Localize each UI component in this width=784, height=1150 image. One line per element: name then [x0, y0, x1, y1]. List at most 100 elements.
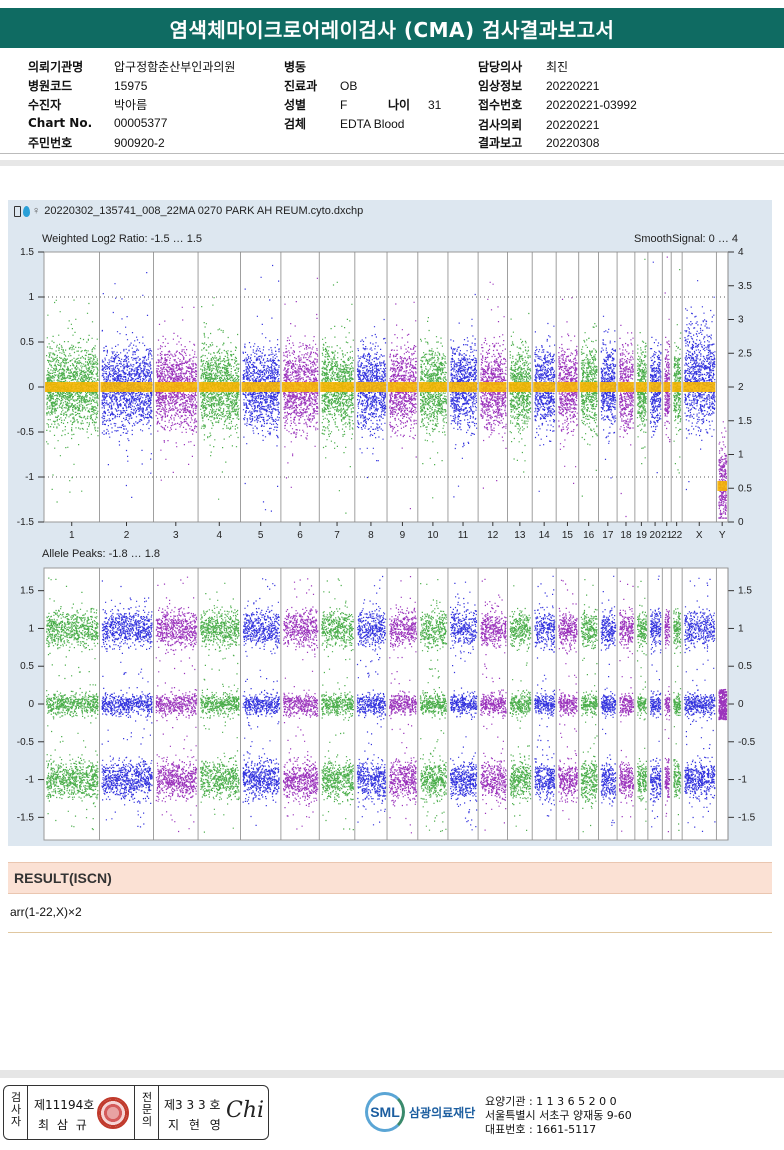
chr-14-log2-points	[534, 322, 556, 492]
chr-19-log2-points	[636, 258, 648, 465]
cma-plot: Weighted Log2 Ratio: -1.5 … 1.5 SmoothSig…	[17, 233, 756, 841]
chr-14-smooth-signal	[533, 382, 556, 392]
chr-1-smooth-signal	[45, 382, 99, 392]
chr-label-3: 3	[173, 530, 179, 541]
chr-label-1: 1	[69, 530, 75, 541]
y-tick-label: 0.5	[20, 337, 34, 348]
chr-X-smooth-signal	[683, 382, 716, 392]
chr-18-allele-points	[619, 580, 635, 832]
chr-4-log2-points	[200, 297, 240, 500]
org-address: 요양기관 : 1 1 3 6 5 2 0 0 서울특별시 서초구 양재동 9-6…	[485, 1095, 632, 1137]
chr-9-smooth-signal	[388, 382, 417, 392]
result-iscn: arr(1-22,X)×2	[10, 905, 82, 919]
chr-2-smooth-signal	[100, 382, 153, 392]
chr-16-smooth-signal	[579, 382, 598, 392]
chr-label-9: 9	[400, 530, 406, 541]
chr-label-8: 8	[368, 530, 374, 541]
chr-18-log2-points	[619, 324, 635, 518]
chr-14-allele-points	[534, 575, 556, 817]
chr-label-12: 12	[487, 530, 499, 541]
specialist-label: 전문의	[141, 1091, 153, 1128]
chr-17-smooth-signal	[599, 382, 617, 392]
divider-band	[0, 160, 784, 166]
chr-Y-allele-points	[718, 688, 728, 721]
chr-3-smooth-signal	[154, 382, 198, 392]
info-receipt-no: 접수번호 20220221-03992	[478, 98, 637, 112]
chr-label-X: X	[696, 530, 703, 541]
chr-label-14: 14	[539, 530, 551, 541]
addr-line-3: 대표번호 : 1661-5117	[485, 1123, 597, 1136]
chr-2-allele-points	[101, 580, 153, 828]
chr-1-allele-points	[46, 577, 99, 831]
info-sex: 성별 F	[284, 98, 348, 112]
info-clinical: 임상정보 20220221	[478, 79, 600, 93]
chr-3-allele-points	[155, 576, 198, 833]
result-divider	[8, 932, 772, 933]
file-icon	[14, 205, 21, 217]
y-tick-label: -1.5	[17, 812, 35, 823]
chr-11-smooth-signal	[448, 382, 478, 392]
y2-tick-label: 3	[738, 315, 744, 326]
chr-21-allele-points	[664, 609, 671, 833]
info-patient-name: 수진자 박아름	[28, 98, 148, 112]
info-chart-no: Chart No. 00005377	[28, 116, 168, 130]
chr-label-5: 5	[258, 530, 264, 541]
y-tick-label: 1.5	[20, 586, 34, 597]
signature-box: 검사자 제11194호 최 삼 규 전문의 제3 3 3 호 지 현 영 Chi	[3, 1085, 269, 1140]
chr-15-allele-points	[558, 579, 578, 820]
info-resident-no: 주민번호 900920-2	[28, 136, 165, 150]
examiner-number: 제11194호	[34, 1098, 95, 1112]
info-hospital-name: 의뢰기관명 압구정함춘산부인과의원	[28, 60, 236, 74]
y-tick-label: -0.5	[17, 427, 35, 438]
chr-22-smooth-signal	[672, 382, 682, 392]
info-report-date: 결과보고 20220308	[478, 136, 600, 150]
logo-org-name: 삼광의료재단	[409, 1105, 476, 1120]
info-request-date: 검사의뢰 20220221	[478, 118, 600, 132]
seal-stamp	[97, 1097, 129, 1129]
chr-label-19: 19	[636, 530, 648, 541]
addr-line-2: 서울특별시 서초구 양재동 9-60	[485, 1109, 632, 1122]
chr-12-allele-points	[480, 578, 507, 831]
chr-label-18: 18	[620, 530, 632, 541]
plot-filename: 20220302_135741_008_22MA 0270 PARK AH RE…	[44, 205, 364, 217]
chr-13-allele-points	[509, 585, 532, 831]
chr-12-smooth-signal	[479, 382, 507, 392]
y2-tick-label: 1.5	[738, 416, 752, 427]
chr-label-13: 13	[514, 530, 526, 541]
chr-10-log2-points	[419, 317, 447, 499]
y-tick-label: 0	[28, 382, 34, 393]
chr-label-16: 16	[583, 530, 595, 541]
y2-tick-label: 0.5	[738, 661, 752, 672]
chr-4-allele-points	[200, 582, 240, 833]
signature: Chi	[226, 1098, 265, 1123]
chr-16-allele-points	[580, 579, 598, 833]
chr-9-allele-points	[389, 576, 417, 834]
chr-label-6: 6	[297, 530, 303, 541]
chr-21-log2-points	[664, 256, 671, 443]
drop-icon	[23, 205, 30, 217]
footer-divider	[0, 1070, 784, 1078]
y2-tick-label: 2.5	[738, 348, 752, 359]
chr-label-2: 2	[124, 530, 130, 541]
y-tick-label: 1	[28, 623, 34, 634]
y-tick-label: 1.5	[20, 247, 34, 258]
info-age: 나이 31	[388, 98, 442, 112]
pin-icon: ♀	[32, 205, 41, 217]
chr-4-smooth-signal	[199, 382, 240, 392]
chr-16-log2-points	[580, 323, 598, 497]
chr-label-22: 22	[671, 530, 683, 541]
chr-13-smooth-signal	[508, 382, 532, 392]
examiner-label: 검사자	[10, 1091, 22, 1128]
info-department: 진료과 OB	[284, 79, 358, 93]
chr-Y-smooth-signal	[717, 481, 727, 491]
y2-tick-label: 2	[738, 382, 744, 393]
chr-15-smooth-signal	[557, 382, 578, 392]
bottom-plot-label: Allele Peaks: -1.8 … 1.8	[42, 548, 160, 560]
chr-5-smooth-signal	[241, 382, 280, 392]
y2-tick-label: 4	[738, 247, 744, 258]
chr-22-allele-points	[673, 608, 682, 831]
chr-8-smooth-signal	[355, 382, 387, 392]
y2-tick-label: 0	[738, 517, 744, 528]
y-tick-label: -0.5	[17, 737, 35, 748]
y2-tick-label: 0	[738, 699, 744, 710]
